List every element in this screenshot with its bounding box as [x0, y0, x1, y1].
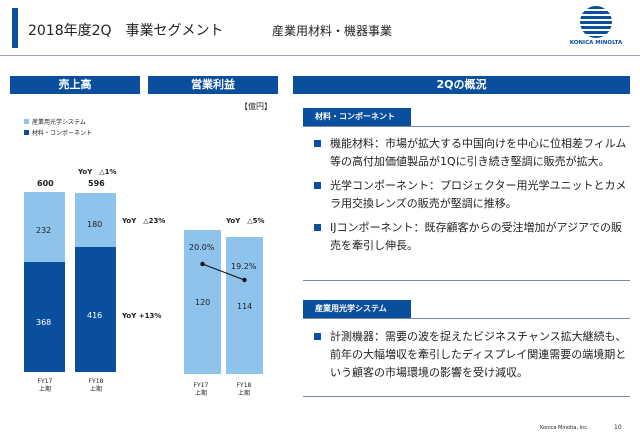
bar-fy18-materials: [75, 247, 116, 372]
bullet-text: 光学コンポーネント：プロジェクター用光学ユニットとカメラ用交換レンズの販売が堅調…: [330, 179, 627, 210]
bullet-list-optical: 計測機器：需要の波を捉えたビジネスチャンス拡大継続も、前年の大幅増収を牽引したデ…: [310, 328, 630, 388]
bullet-text: 計測機器：需要の波を捉えたビジネスチャンス拡大継続も、前年の大幅増収を牽引したデ…: [330, 330, 627, 379]
profit-pill: 営業利益: [148, 76, 278, 94]
bar-fy17-optical: [24, 192, 65, 262]
bullet-list-materials: 機能材料：市場が拡大する中国向けを中心に位相差フィルム等の高付加価値製品が1Qに…: [310, 135, 630, 261]
bar-fy18-optical: [75, 193, 116, 248]
section-divider-optical: [303, 318, 630, 319]
data-label-fy17-profit: 120: [195, 298, 211, 307]
total-label-fy17: 600: [37, 179, 54, 188]
legend-label: 材料・コンポーネント: [32, 130, 93, 137]
total-label-fy18: 596: [88, 179, 105, 188]
section-divider-mid: [303, 280, 630, 281]
bullet-item: 計測機器：需要の波を捉えたビジネスチャンス拡大継続も、前年の大幅増収を牽引したデ…: [310, 328, 630, 382]
header-divider: [0, 55, 640, 56]
overview-pill: 2Qの概況: [293, 76, 630, 94]
bullet-text: IJコンポーネント：既存顧客からの受注増加がアジアでの販売を牽引し伸長。: [330, 221, 623, 252]
yoy-optical: YoY △23%: [122, 217, 166, 225]
yoy-total: YoY △1%: [78, 168, 117, 176]
header-accent-bar: [12, 8, 18, 48]
legend-swatch: [24, 119, 29, 124]
slide-header: 2018年度2Q 事業セグメント 産業用材料・機器事業 KONICA MINOL…: [0, 0, 640, 50]
page-title: 2018年度2Q 事業セグメント: [28, 23, 224, 39]
unit-label: 【億円】: [240, 102, 272, 111]
legend-entry: 材料・コンポーネント: [24, 127, 92, 138]
section-divider-bottom: [303, 396, 630, 397]
section-header-materials: 材料・コンポーネント: [303, 108, 411, 126]
yoy-materials: YoY +13%: [122, 312, 162, 320]
x-label-fy17-profit: FY17 上期: [193, 382, 209, 397]
legend-entry: 産業用光学システム: [24, 116, 92, 127]
x-label-fy17: FY17 上期: [37, 378, 53, 393]
data-label-fy18-materials: 416: [87, 311, 103, 320]
data-label-fy17-materials: 368: [36, 318, 52, 327]
company-logo: KONICA MINOLTA: [566, 6, 626, 50]
data-label-fy17-optical: 232: [36, 226, 52, 235]
legend-label: 産業用光学システム: [32, 119, 86, 126]
legend-swatch: [24, 130, 29, 135]
page-subtitle: 産業用材料・機器事業: [272, 24, 393, 38]
bar-fy18-profit: [226, 237, 263, 374]
chart-legend: 産業用光学システム 材料・コンポーネント: [24, 116, 92, 138]
bullet-item: IJコンポーネント：既存顧客からの受注増加がアジアでの販売を牽引し伸長。: [310, 219, 630, 255]
data-label-fy18-optical: 180: [87, 220, 103, 229]
section-divider-top: [303, 126, 630, 127]
bullet-item: 光学コンポーネント：プロジェクター用光学ユニットとカメラ用交換レンズの販売が堅調…: [310, 177, 630, 213]
bullet-text: 機能材料：市場が拡大する中国向けを中心に位相差フィルム等の高付加価値製品が1Qに…: [330, 137, 627, 168]
x-label-fy18: FY18 上期: [88, 378, 104, 393]
margin-label-fy17: 20.0%: [189, 243, 215, 252]
section-header-optical: 産業用光学システム: [303, 300, 411, 318]
bullet-item: 機能材料：市場が拡大する中国向けを中心に位相差フィルム等の高付加価値製品が1Qに…: [310, 135, 630, 171]
yoy-profit: YoY △5%: [226, 217, 265, 225]
page-number: 10: [614, 424, 622, 431]
footer-company: Konica Minolta, Inc.: [540, 425, 589, 431]
logo-text: KONICA MINOLTA: [569, 40, 623, 46]
bar-fy17-profit: [184, 230, 221, 374]
margin-label-fy18: 19.2%: [231, 262, 257, 271]
globe-icon: [580, 6, 612, 38]
bar-fy17-materials: [24, 261, 65, 372]
x-label-fy18-profit: FY18 上期: [236, 382, 252, 397]
data-label-fy18-profit: 114: [237, 302, 253, 311]
sales-pill: 売上高: [10, 76, 140, 94]
